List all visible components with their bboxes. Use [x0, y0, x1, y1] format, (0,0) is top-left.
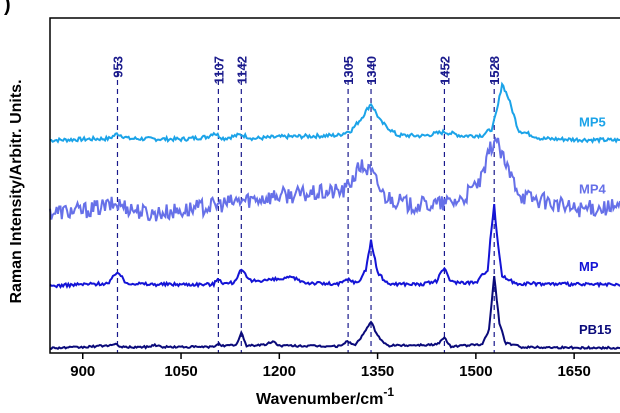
series-labels: MP5 MP4 MP PB15: [579, 114, 612, 337]
x-tick-label-1050: 1050: [164, 363, 197, 380]
peak-label-1107: 1107: [211, 56, 226, 84]
series-line-MP5: [49, 81, 620, 145]
x-axis-title-superscript: -1: [383, 385, 394, 399]
peak-label-953: 953: [110, 56, 125, 78]
x-tick-label-900: 900: [70, 363, 95, 380]
x-axis-title: Wavenumber/cm-1: [256, 385, 394, 408]
y-axis-title: Raman Intensity/Arbitr. Units.: [8, 79, 25, 303]
peak-label-1142: 1142: [234, 56, 249, 84]
series-line-PB15: [49, 275, 620, 351]
x-tick-label-1650: 1650: [557, 363, 590, 380]
x-axis-ticks: [82, 353, 575, 359]
peak-label-1305: 1305: [341, 56, 356, 85]
x-axis-title-text: Wavenumber/cm: [256, 391, 383, 408]
x-axis-tick-labels: 900 1050 1200 1350 1500 1650: [70, 363, 591, 380]
peak-label-1528: 1528: [487, 56, 502, 85]
series-lines: [49, 81, 620, 351]
series-label-PB15: PB15: [579, 322, 612, 337]
x-tick-label-1350: 1350: [361, 363, 394, 380]
x-tick-label-1200: 1200: [263, 363, 296, 380]
panel-label: ): [4, 0, 11, 16]
peak-labels: 953 1107 1142 1305 1340 1452 1528: [110, 56, 502, 85]
series-label-MP5: MP5: [579, 114, 606, 129]
peak-label-1340: 1340: [364, 56, 379, 85]
series-line-MP: [49, 203, 620, 290]
series-label-MP4: MP4: [579, 181, 607, 196]
series-label-MP: MP: [579, 259, 599, 274]
x-tick-label-1500: 1500: [459, 363, 492, 380]
peak-label-1452: 1452: [437, 56, 452, 85]
plot-frame: [49, 17, 620, 354]
series-line-MP4: [49, 136, 620, 222]
